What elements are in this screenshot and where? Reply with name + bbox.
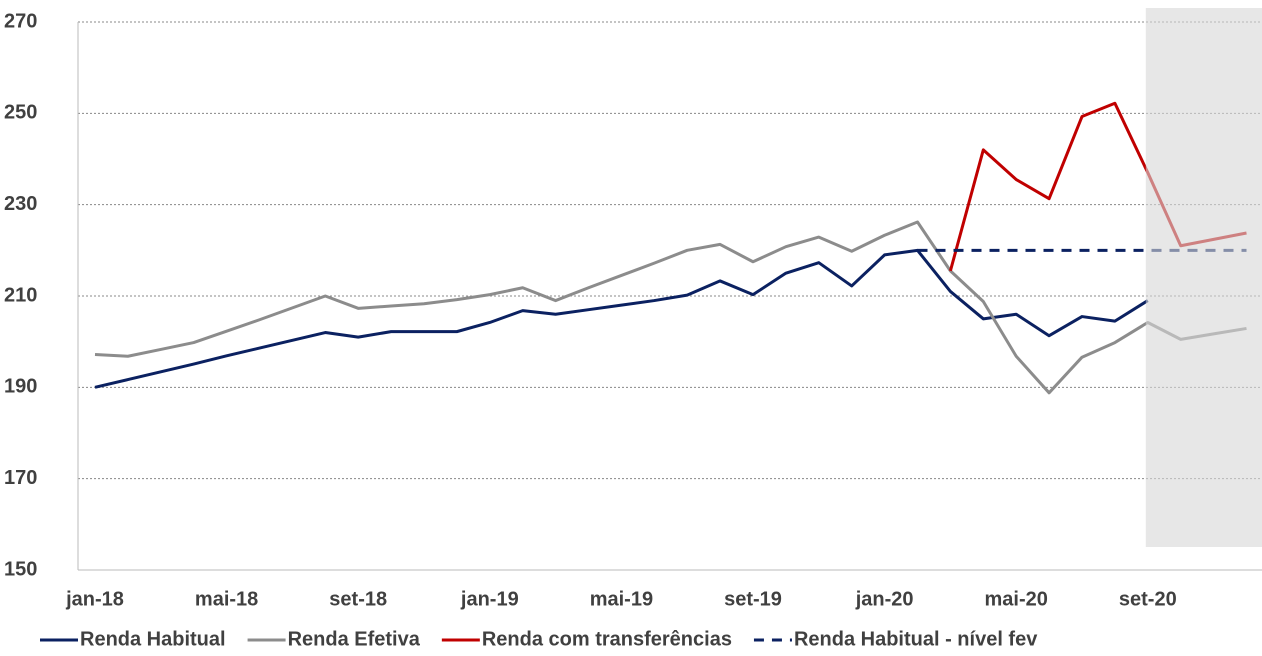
y-tick-label: 170 bbox=[4, 467, 37, 489]
x-tick-label: mai-20 bbox=[985, 588, 1048, 610]
shaded-region bbox=[1145, 8, 1262, 547]
x-tick-label: set-20 bbox=[1119, 588, 1177, 610]
y-tick-label: 230 bbox=[4, 193, 37, 215]
x-tick-label: jan-20 bbox=[855, 588, 914, 610]
legend-label: Renda Habitual - nível fev bbox=[794, 628, 1038, 650]
x-tick-label: jan-18 bbox=[65, 588, 124, 610]
x-tick-label: jan-19 bbox=[460, 588, 519, 610]
x-tick-label: set-18 bbox=[329, 588, 387, 610]
y-tick-label: 190 bbox=[4, 376, 37, 398]
y-tick-label: 210 bbox=[4, 284, 37, 306]
y-tick-label: 270 bbox=[4, 10, 37, 32]
series-line bbox=[94, 220, 1247, 395]
x-tick-label: set-19 bbox=[724, 588, 782, 610]
legend-label: Renda Habitual bbox=[80, 628, 226, 650]
series-line bbox=[94, 248, 1149, 389]
x-tick-label: mai-18 bbox=[195, 588, 258, 610]
legend-label: Renda Efetiva bbox=[288, 628, 421, 650]
y-tick-label: 250 bbox=[4, 102, 37, 124]
x-tick-label: mai-19 bbox=[590, 588, 653, 610]
legend-label: Renda com transferências bbox=[482, 628, 732, 650]
y-tick-label: 150 bbox=[4, 558, 37, 580]
